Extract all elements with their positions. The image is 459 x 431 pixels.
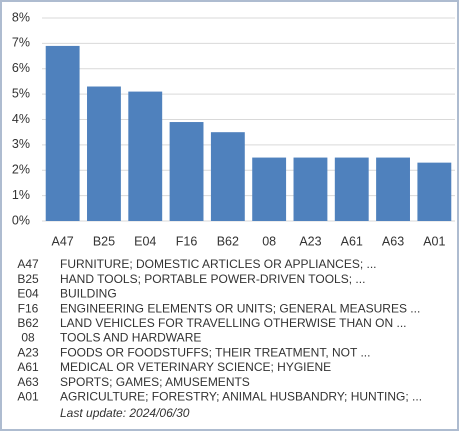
y-tick-label: 8% <box>12 10 30 24</box>
bar <box>417 162 452 221</box>
legend-code: A01 <box>17 389 39 403</box>
legend-code: A23 <box>17 345 39 359</box>
legend-code: B62 <box>17 316 39 330</box>
legend-description: TOOLS AND HARDWARE <box>60 331 201 345</box>
x-tick-label: B62 <box>217 234 239 248</box>
last-update: Last update: 2024/06/30 <box>60 406 190 420</box>
legend-description: ENGINEERING ELEMENTS OR UNITS; GENERAL M… <box>60 301 420 315</box>
bar <box>252 157 287 221</box>
legend-code: 08 <box>21 331 35 345</box>
legend-description: FOODS OR FOODSTUFFS; THEIR TREATMENT, NO… <box>60 345 370 359</box>
x-tick-label: B25 <box>93 234 115 248</box>
legend-description: SPORTS; GAMES; AMUSEMENTS <box>60 375 250 389</box>
bar <box>334 157 369 221</box>
x-tick-label: E04 <box>134 234 156 248</box>
legend-code: E04 <box>17 287 39 301</box>
y-tick-label: 4% <box>12 112 30 126</box>
y-tick-label: 2% <box>12 163 30 177</box>
legend-code: A47 <box>17 257 39 271</box>
x-tick-label: A47 <box>52 234 74 248</box>
legend-description: MEDICAL OR VETERINARY SCIENCE; HYGIENE <box>60 360 331 374</box>
bar <box>376 157 410 221</box>
bar <box>128 91 163 222</box>
legend-description: BUILDING <box>60 287 117 301</box>
legend-description: AGRICULTURE; FORESTRY; ANIMAL HUSBANDRY;… <box>60 389 422 403</box>
y-tick-label: 7% <box>12 36 30 50</box>
y-tick-label: 1% <box>12 188 30 202</box>
x-tick-label: A61 <box>341 234 363 248</box>
legend-description: FURNITURE; DOMESTIC ARTICLES OR APPLIANC… <box>60 257 377 271</box>
y-tick-label: 0% <box>12 213 30 227</box>
y-tick-label: 6% <box>12 61 30 75</box>
x-tick-label: A23 <box>299 234 321 248</box>
x-tick-label: 08 <box>262 234 276 248</box>
bar <box>87 86 121 221</box>
x-tick-label: A01 <box>423 234 445 248</box>
y-tick-label: 5% <box>12 86 30 100</box>
legend-code: A61 <box>17 360 39 374</box>
legend-description: HAND TOOLS; PORTABLE POWER-DRIVEN TOOLS;… <box>60 272 365 286</box>
bar <box>169 122 204 221</box>
x-tick-label: A63 <box>382 234 404 248</box>
bar <box>293 157 328 221</box>
legend-code: F16 <box>18 301 39 315</box>
legend-code: A63 <box>17 375 39 389</box>
legend-description: LAND VEHICLES FOR TRAVELLING OTHERWISE T… <box>60 316 407 330</box>
bar <box>45 45 80 221</box>
bar <box>210 132 245 221</box>
legend-code: B25 <box>17 272 39 286</box>
y-tick-label: 3% <box>12 137 30 151</box>
x-tick-label: F16 <box>176 234 198 248</box>
